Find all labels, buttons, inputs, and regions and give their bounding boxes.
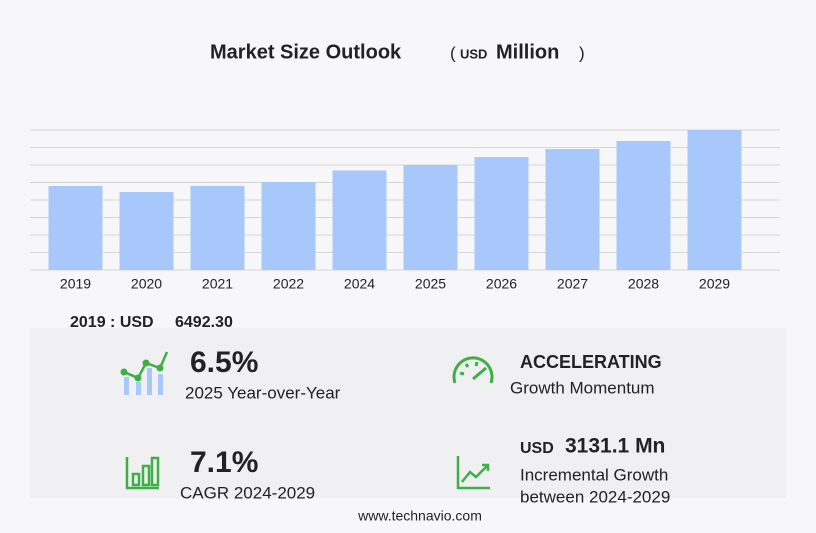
unit-currency: USD — [460, 46, 487, 61]
x-tick-label: 2022 — [273, 276, 304, 292]
unit-open: ( — [450, 43, 456, 62]
bar — [190, 185, 245, 270]
cagr-icon — [125, 456, 160, 490]
x-tick-label: 2021 — [202, 276, 233, 292]
bar — [687, 130, 742, 270]
stat-currency: USD — [520, 440, 554, 457]
stat-label: CAGR 2024-2029 — [180, 483, 315, 502]
x-tick-label: 2019 — [60, 276, 91, 292]
x-tick-label: 2025 — [415, 276, 446, 292]
stat-label: 2025 Year-over-Year — [185, 383, 341, 402]
stat-value: ACCELERATING — [520, 352, 662, 372]
unit-close: ) — [579, 43, 585, 62]
highlight-label: 2019 : USD — [70, 314, 154, 331]
bar — [332, 170, 387, 270]
unit-name: Million — [496, 41, 559, 63]
stat-value: 6.5% — [190, 346, 258, 379]
x-tick-label: 2027 — [557, 276, 588, 292]
highlight-value: 6492.30 — [175, 314, 233, 331]
x-tick-label: 2028 — [628, 276, 659, 292]
stat-label: Growth Momentum — [510, 378, 655, 397]
yoy-icon — [120, 351, 169, 395]
bar — [119, 191, 174, 270]
stat-value: 3131.1 Mn — [565, 435, 665, 458]
x-tick-label: 2020 — [131, 276, 162, 292]
gauge-icon — [452, 356, 494, 384]
bar — [261, 182, 316, 270]
x-tick-label: 2026 — [486, 276, 517, 292]
stat-label: between 2024-2029 — [520, 487, 670, 506]
bar — [545, 149, 600, 270]
footer: www.technavio.com — [357, 508, 482, 524]
bar — [403, 164, 458, 270]
bar — [474, 157, 529, 270]
stat-label: Incremental Growth — [520, 465, 668, 484]
stats-panel — [30, 328, 786, 498]
x-tick-label: 2024 — [344, 276, 375, 292]
chart-title: Market Size Outlook — [210, 41, 402, 63]
growth-icon — [456, 456, 490, 490]
bar — [616, 140, 671, 270]
x-tick-label: 2029 — [699, 276, 730, 292]
stat-value: 7.1% — [190, 446, 258, 479]
bar — [48, 185, 103, 270]
